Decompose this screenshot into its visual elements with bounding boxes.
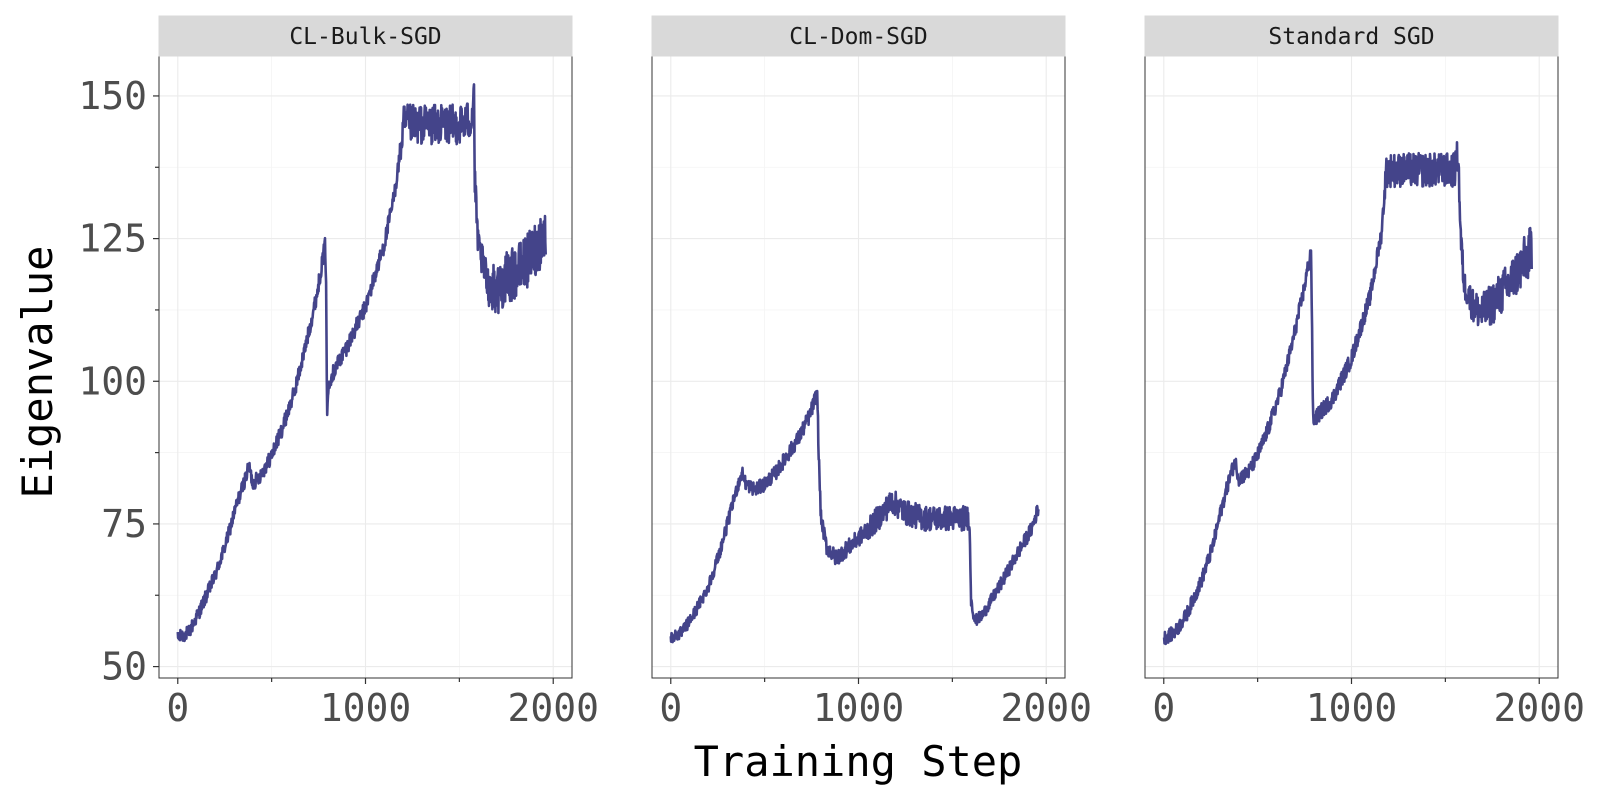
y-tick-label: 150 bbox=[78, 74, 147, 118]
panel-cl-dom-sgd: CL-Dom-SGD 0 1000 2000 bbox=[651, 15, 1092, 730]
facet-strip bbox=[158, 15, 573, 57]
series-line bbox=[176, 83, 547, 643]
facet-title: Standard SGD bbox=[1268, 24, 1434, 50]
y-tick-label: 50 bbox=[101, 645, 147, 689]
facet-strip bbox=[651, 15, 1066, 57]
y-tick-label: 75 bbox=[101, 502, 147, 546]
y-tick-label: 100 bbox=[78, 359, 147, 403]
x-tick-label: 2000 bbox=[1000, 686, 1092, 730]
facet-strip bbox=[1144, 15, 1559, 57]
y-tick-label: 125 bbox=[78, 217, 147, 261]
x-axis-title: Training Step bbox=[694, 737, 1023, 786]
panel-standard-sgd: Standard SGD 0 1000 2000 bbox=[1144, 15, 1585, 730]
facet-title: CL-Dom-SGD bbox=[789, 24, 927, 50]
x-tick-label: 0 bbox=[1152, 686, 1175, 730]
series-line bbox=[1162, 141, 1533, 646]
panel-cl-bulk-sgd: CL-Bulk-SGD 0 1000 2000 bbox=[158, 15, 599, 730]
facet-title: CL-Bulk-SGD bbox=[289, 24, 441, 50]
x-tick-label: 0 bbox=[166, 686, 189, 730]
x-tick-label: 1000 bbox=[320, 686, 412, 730]
x-tick-label: 2000 bbox=[507, 686, 599, 730]
series-line bbox=[669, 389, 1040, 644]
x-tick-label: 0 bbox=[659, 686, 682, 730]
x-tick-label: 1000 bbox=[813, 686, 905, 730]
y-axis: 50 75 100 125 150 bbox=[78, 74, 159, 689]
x-tick-label: 2000 bbox=[1493, 686, 1585, 730]
y-axis-title: Eigenvalue bbox=[13, 246, 62, 499]
x-tick-label: 1000 bbox=[1306, 686, 1398, 730]
